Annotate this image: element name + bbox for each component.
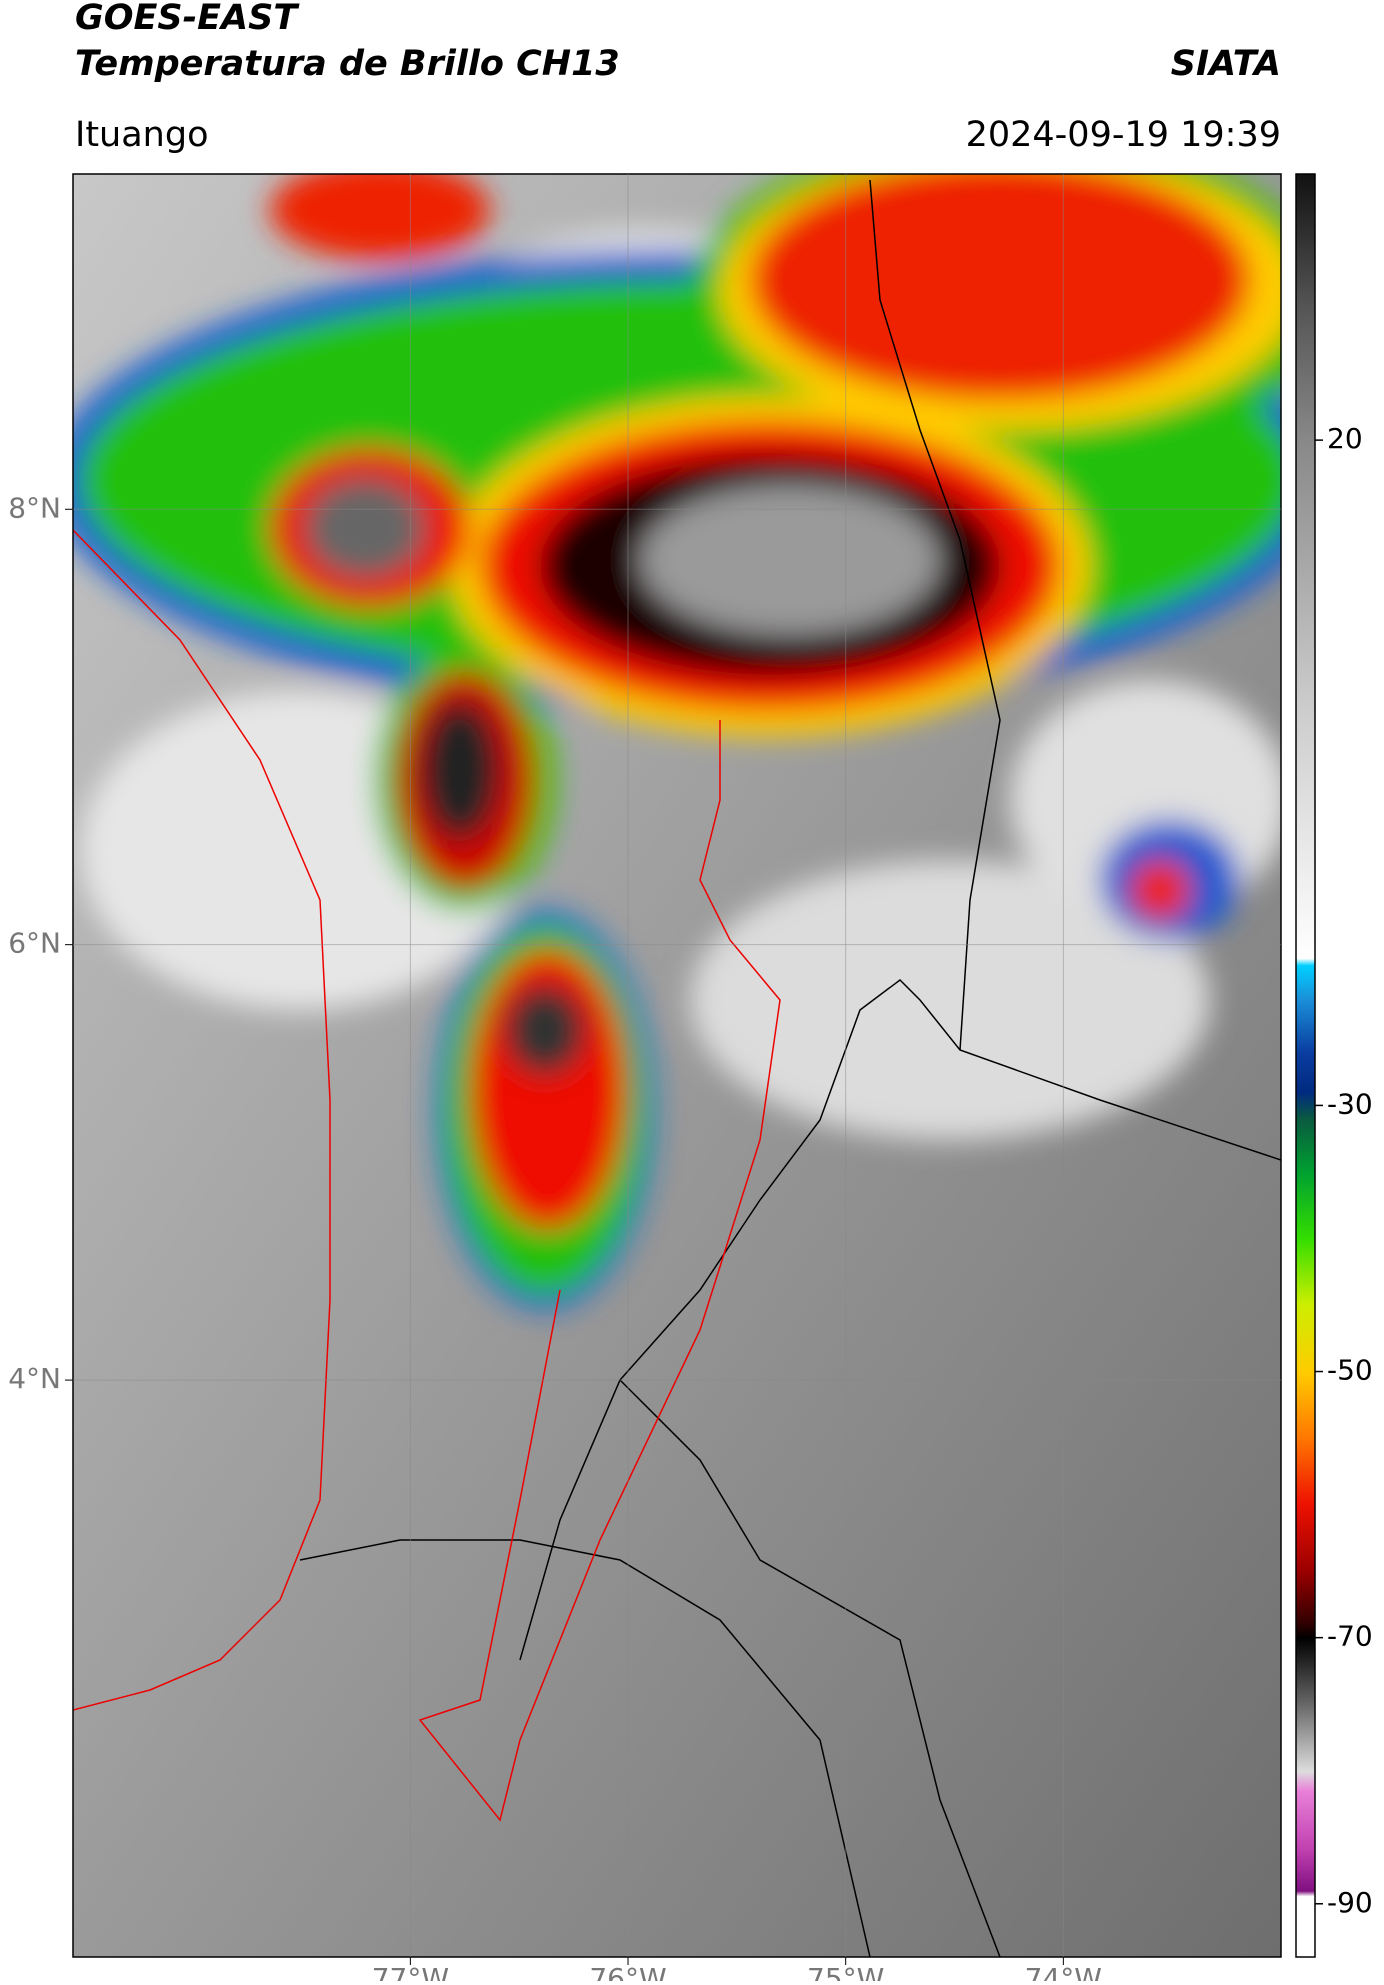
colorbar-tick-label: 20 xyxy=(1327,422,1363,455)
x-tick-label: 74°W xyxy=(1025,1962,1102,1981)
y-tick-label: 6°N xyxy=(8,927,61,960)
region: Ituango xyxy=(75,115,209,155)
title: GOES-EAST xyxy=(75,0,300,38)
x-tick-label: 76°W xyxy=(589,1962,666,1981)
subtitle: Temperatura de Brillo CH13 xyxy=(75,44,620,84)
satellite-image xyxy=(73,174,1281,1957)
map-frame xyxy=(72,173,1282,1958)
source: SIATA xyxy=(1171,44,1281,84)
x-tick-label: 75°W xyxy=(807,1962,884,1981)
y-tick-label: 4°N xyxy=(8,1362,61,1395)
colorbar-tick-label: -90 xyxy=(1327,1886,1373,1919)
colorbar-tick-label: -30 xyxy=(1327,1087,1373,1120)
colorbar xyxy=(1295,173,1316,1958)
y-tick-label: 8°N xyxy=(8,491,61,524)
x-tick-label: 77°W xyxy=(372,1962,449,1981)
colorbar-tick-label: -50 xyxy=(1327,1354,1373,1387)
colorbar-tick-label: -70 xyxy=(1327,1620,1373,1653)
datetime: 2024-09-19 19:39 xyxy=(966,115,1281,155)
